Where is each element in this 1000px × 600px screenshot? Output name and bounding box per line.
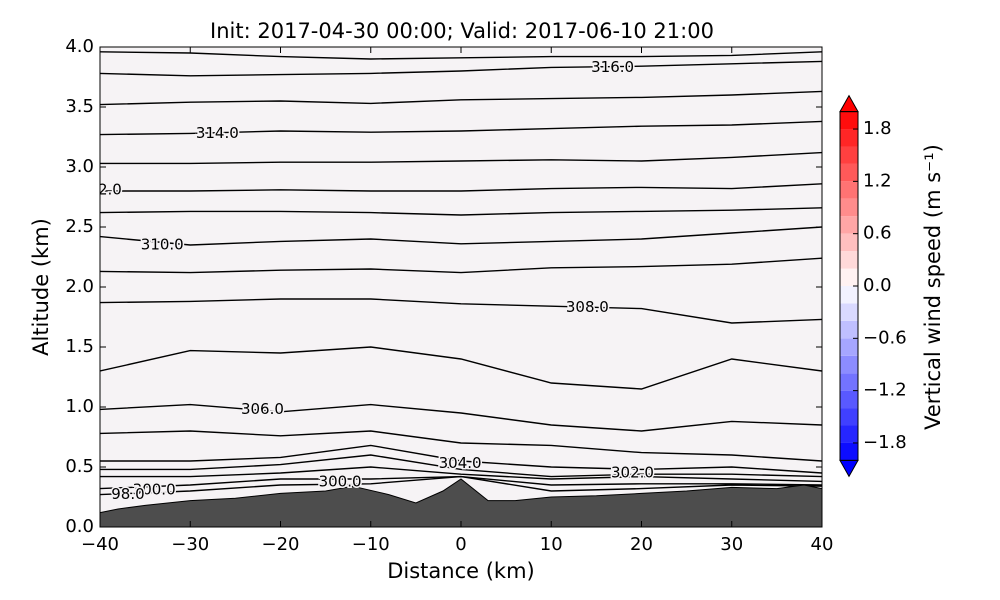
- y-tick-label: 3.5: [65, 96, 94, 117]
- colorbar-band: [840, 111, 858, 130]
- contour-line: [100, 430, 822, 462]
- chart-title: Init: 2017-04-30 00:00; Valid: 2017-06-1…: [210, 19, 714, 43]
- x-tick-label: −10: [352, 534, 390, 555]
- x-tick-label: 30: [720, 534, 743, 555]
- contour-label: 304.0: [439, 454, 482, 472]
- contour-label: 314.0: [196, 124, 239, 142]
- y-tick-label: 1.0: [65, 396, 94, 417]
- contour-line: [100, 257, 822, 274]
- colorbar-band: [840, 408, 858, 426]
- colorbar-band: [840, 181, 858, 199]
- contour-line: [100, 226, 822, 246]
- colorbar-band: [840, 338, 858, 356]
- colorbar-band: [840, 251, 858, 269]
- colorbar-tick-label: −1.8: [863, 432, 907, 453]
- colorbar-band: [840, 146, 858, 164]
- x-tick-label: 40: [811, 534, 834, 555]
- contour-line: [100, 444, 822, 474]
- contour-label: 300.0: [319, 473, 362, 491]
- contour-line: [100, 466, 822, 483]
- contour-line: [100, 207, 822, 216]
- colorbar-band: [840, 233, 858, 252]
- colorbar-band: [840, 129, 858, 147]
- y-tick-label: 1.5: [65, 336, 94, 357]
- colorbar-band: [840, 425, 858, 443]
- y-tick-label: 0.0: [65, 516, 94, 537]
- x-tick-label: −40: [81, 534, 119, 555]
- x-tick-label: −20: [262, 534, 300, 555]
- colorbar-band: [840, 373, 858, 391]
- terrain: [100, 478, 822, 527]
- x-tick-label: −30: [171, 534, 209, 555]
- contour-label: 2.0: [98, 180, 122, 198]
- contour-line: [100, 403, 822, 432]
- contour-line: [100, 183, 822, 192]
- contour-label: 300.0: [133, 480, 176, 498]
- contour-label: 306.0: [241, 400, 284, 418]
- contour-line: [100, 454, 822, 478]
- colorbar-tick-label: 0.6: [863, 223, 892, 244]
- colorbar-band: [840, 216, 858, 234]
- contour-line: [100, 475, 822, 496]
- colorbar-band: [840, 355, 858, 374]
- contour-label: 316.0: [591, 58, 634, 76]
- colorbar-band: [840, 198, 858, 217]
- colorbar-tick-label: 0.0: [863, 275, 892, 296]
- y-tick-label: 2.5: [65, 216, 94, 237]
- y-tick-label: 4.0: [65, 36, 94, 57]
- y-tick-label: 2.0: [65, 276, 94, 297]
- contour-line: [100, 120, 822, 136]
- contour-label: 302.0: [611, 464, 654, 482]
- contour-line: [100, 90, 822, 106]
- x-tick-label: 10: [540, 534, 563, 555]
- y-tick-label: 3.0: [65, 156, 94, 177]
- contour-line: [100, 51, 822, 60]
- colorbar-band: [840, 268, 858, 286]
- colorbar-band: [840, 320, 858, 339]
- colorbar-band: [840, 442, 858, 461]
- contour-line: [100, 151, 822, 165]
- plot-area: 316.0 314.0 2.0 310.0 308.0 306.0 304.0 302.0 30…: [98, 51, 822, 527]
- contour-label: 308.0: [566, 298, 609, 316]
- colorbar-band: [840, 303, 858, 321]
- x-tick-label: 0: [455, 534, 466, 555]
- colorbar-extend-min: [839, 459, 859, 478]
- colorbar-band: [840, 390, 858, 409]
- contour-line: [100, 298, 822, 324]
- contour-label: 98.0: [111, 485, 144, 503]
- colorbar-extend-max: [839, 94, 859, 113]
- colorbar-tick-label: 1.2: [863, 170, 892, 191]
- plot-background: [100, 47, 822, 527]
- contour-line: [100, 60, 822, 77]
- x-axis-label: Distance (km): [387, 559, 535, 583]
- colorbar-tick-label: 1.8: [863, 118, 892, 139]
- y-tick-label: 0.5: [65, 456, 94, 477]
- colorbar-tick-label: −1.2: [863, 380, 907, 401]
- contour-line: [100, 346, 822, 390]
- colorbar-label: Vertical wind speed (m s⁻¹): [921, 144, 945, 430]
- colorbar-band: [840, 163, 858, 182]
- x-tick-label: 20: [630, 534, 653, 555]
- contour-label: 310.0: [141, 236, 184, 254]
- y-axis-label: Altitude (km): [29, 218, 53, 356]
- colorbar-tick-label: −0.6: [863, 327, 907, 348]
- colorbar-band: [840, 286, 858, 304]
